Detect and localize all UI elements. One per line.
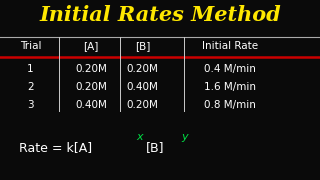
Text: 0.40M: 0.40M — [75, 100, 107, 110]
Text: x: x — [136, 132, 143, 142]
Text: Initial Rates Method: Initial Rates Method — [39, 5, 281, 25]
Text: 1: 1 — [27, 64, 34, 74]
Text: 3: 3 — [27, 100, 34, 110]
Text: [B]: [B] — [135, 41, 150, 51]
Text: [B]: [B] — [146, 141, 164, 154]
Text: [A]: [A] — [84, 41, 99, 51]
Text: 0.4 M/min: 0.4 M/min — [204, 64, 256, 74]
Text: 0.40M: 0.40M — [126, 82, 158, 92]
Text: 1.6 M/min: 1.6 M/min — [204, 82, 256, 92]
Text: 0.20M: 0.20M — [75, 64, 107, 74]
Text: 0.20M: 0.20M — [75, 82, 107, 92]
Text: Rate = k[A]: Rate = k[A] — [19, 141, 92, 154]
Text: 0.20M: 0.20M — [126, 100, 158, 110]
Text: 0.20M: 0.20M — [126, 64, 158, 74]
Text: Trial: Trial — [20, 41, 41, 51]
Text: y: y — [181, 132, 188, 142]
Text: 2: 2 — [27, 82, 34, 92]
Text: Initial Rate: Initial Rate — [202, 41, 259, 51]
Text: 0.8 M/min: 0.8 M/min — [204, 100, 256, 110]
